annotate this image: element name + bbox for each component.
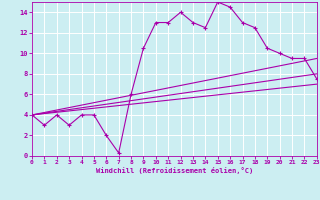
X-axis label: Windchill (Refroidissement éolien,°C): Windchill (Refroidissement éolien,°C) xyxy=(96,167,253,174)
